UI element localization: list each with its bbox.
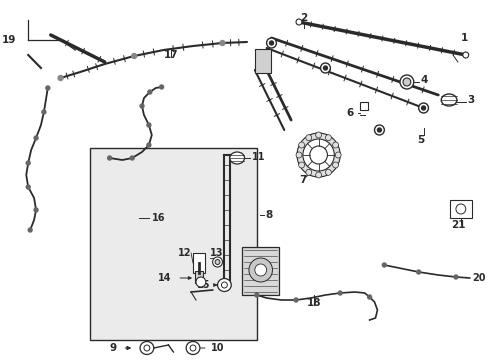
Text: 3: 3: [467, 95, 474, 105]
Circle shape: [295, 19, 301, 25]
Circle shape: [26, 185, 30, 189]
Circle shape: [315, 172, 321, 178]
Bar: [195, 271, 203, 283]
Circle shape: [46, 86, 50, 90]
Circle shape: [332, 142, 338, 148]
Circle shape: [295, 152, 301, 158]
Circle shape: [140, 104, 143, 108]
Circle shape: [34, 136, 38, 140]
Circle shape: [146, 123, 150, 127]
Ellipse shape: [140, 342, 153, 355]
Text: 9: 9: [109, 343, 116, 353]
Circle shape: [130, 156, 134, 160]
Text: 17: 17: [164, 50, 179, 60]
Circle shape: [26, 161, 30, 165]
Text: 15: 15: [197, 280, 210, 290]
Text: 12: 12: [177, 248, 191, 258]
Circle shape: [269, 41, 273, 45]
Ellipse shape: [440, 94, 456, 106]
Bar: [254, 49, 270, 73]
Ellipse shape: [190, 345, 196, 351]
Circle shape: [220, 41, 224, 45]
Text: 16: 16: [151, 213, 165, 223]
Circle shape: [248, 258, 272, 282]
Circle shape: [335, 152, 341, 158]
Circle shape: [298, 142, 304, 148]
Circle shape: [147, 90, 151, 94]
Circle shape: [377, 128, 381, 132]
Ellipse shape: [399, 75, 413, 89]
Circle shape: [453, 275, 457, 279]
Circle shape: [34, 208, 38, 212]
Ellipse shape: [143, 345, 149, 351]
Ellipse shape: [212, 257, 222, 267]
Circle shape: [382, 263, 386, 267]
Circle shape: [28, 228, 32, 232]
Circle shape: [266, 38, 276, 48]
Circle shape: [196, 277, 205, 287]
Circle shape: [305, 135, 311, 141]
Text: 2: 2: [300, 13, 307, 23]
Text: 5: 5: [416, 135, 424, 145]
Ellipse shape: [221, 282, 227, 288]
Text: 6: 6: [346, 108, 353, 118]
Ellipse shape: [215, 260, 220, 265]
Circle shape: [160, 85, 163, 89]
Text: 19: 19: [2, 35, 17, 45]
Circle shape: [305, 169, 311, 175]
Circle shape: [323, 66, 327, 70]
Circle shape: [455, 204, 465, 214]
Circle shape: [462, 52, 468, 58]
Circle shape: [58, 76, 63, 81]
Circle shape: [254, 264, 266, 276]
Circle shape: [374, 125, 384, 135]
Bar: [90, 148, 256, 340]
Circle shape: [367, 295, 371, 299]
Ellipse shape: [229, 152, 244, 164]
Circle shape: [42, 110, 46, 114]
Bar: [193, 253, 204, 273]
Bar: [449, 200, 470, 218]
Ellipse shape: [217, 279, 231, 292]
Text: 14: 14: [158, 273, 171, 283]
Bar: [359, 102, 367, 110]
Text: 4: 4: [420, 75, 427, 85]
Ellipse shape: [186, 342, 200, 355]
Circle shape: [421, 106, 425, 110]
Circle shape: [315, 132, 321, 138]
Circle shape: [338, 291, 342, 295]
Text: 21: 21: [450, 220, 464, 230]
Circle shape: [296, 133, 340, 177]
Text: 11: 11: [251, 152, 265, 162]
Circle shape: [332, 162, 338, 168]
Circle shape: [298, 162, 304, 168]
Ellipse shape: [402, 78, 410, 86]
Circle shape: [320, 63, 330, 73]
Text: 18: 18: [306, 298, 320, 308]
Circle shape: [254, 293, 258, 297]
Text: 1: 1: [460, 33, 467, 43]
Circle shape: [146, 143, 150, 147]
Bar: [242, 247, 279, 295]
Circle shape: [293, 298, 297, 302]
Circle shape: [325, 135, 331, 141]
Circle shape: [131, 54, 136, 59]
Text: 13: 13: [209, 248, 223, 258]
Circle shape: [309, 146, 327, 164]
Circle shape: [302, 139, 334, 171]
Text: 20: 20: [471, 273, 485, 283]
Text: 7: 7: [299, 175, 306, 185]
Circle shape: [325, 169, 331, 175]
Circle shape: [418, 103, 427, 113]
Circle shape: [107, 156, 111, 160]
Text: 8: 8: [265, 210, 272, 220]
Circle shape: [416, 270, 420, 274]
Text: 10: 10: [210, 343, 224, 353]
